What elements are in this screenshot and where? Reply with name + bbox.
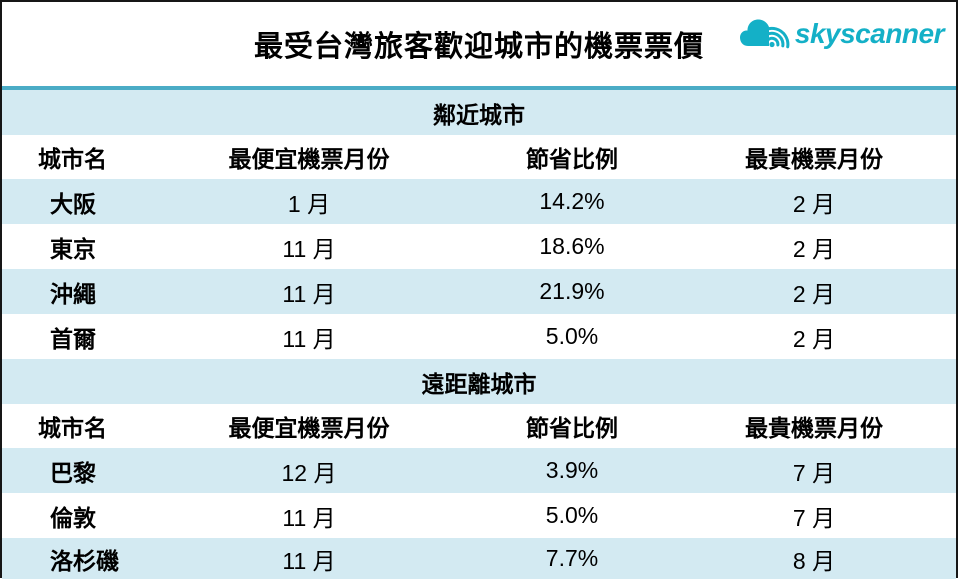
column-header: 最貴機票月份	[745, 146, 883, 172]
skyscanner-logo: skyscanner	[739, 12, 945, 56]
value-cell: 11 月	[282, 504, 336, 531]
fares-table: 鄰近城市 城市名 最便宜機票月份 節省比例 最貴機票月份 大阪 1 月 14.2% 2…	[2, 90, 956, 579]
value-cell: 11 月	[282, 235, 336, 262]
column-header: 節省比例	[526, 415, 618, 441]
table-row: 洛杉磯 11 月 7.7% 8 月	[2, 538, 956, 579]
value-cell: 7.7%	[545, 545, 599, 571]
section-long-distance-cities: 遠距離城市 城市名 最便宜機票月份 節省比例 最貴機票月份 巴黎 12 月 3.9%…	[2, 359, 956, 579]
page-title: 最受台灣旅客歡迎城市的機票票價	[253, 31, 704, 63]
value-cell: 14.2%	[539, 188, 605, 214]
city-cell: 東京	[50, 235, 96, 262]
value-cell: 7 月	[792, 459, 836, 486]
table-row: 倫敦 11 月 5.0% 7 月	[2, 493, 956, 538]
table-row: 沖繩 11 月 21.9% 2 月	[2, 269, 956, 314]
column-header: 最便宜機票月份	[228, 146, 390, 172]
teal-divider	[2, 86, 956, 90]
section-title: 鄰近城市	[2, 90, 956, 135]
column-header: 城市名	[38, 146, 107, 172]
value-cell: 5.0%	[545, 502, 599, 528]
title-bar: 最受台灣旅客歡迎城市的機票票價 skyscanner	[2, 2, 956, 86]
city-cell: 首爾	[50, 325, 96, 352]
skyscanner-wordmark: skyscanner	[794, 18, 945, 49]
section-nearby-cities: 鄰近城市 城市名 最便宜機票月份 節省比例 最貴機票月份 大阪 1 月 14.2% 2…	[2, 90, 956, 359]
column-header: 城市名	[38, 415, 107, 441]
value-cell: 11 月	[282, 547, 336, 574]
column-header-row: 城市名 最便宜機票月份 節省比例 最貴機票月份	[2, 135, 956, 179]
table-row: 首爾 11 月 5.0% 2 月	[2, 314, 956, 359]
value-cell: 2 月	[792, 235, 836, 262]
city-cell: 洛杉磯	[50, 547, 119, 574]
value-cell: 5.0%	[545, 323, 599, 349]
value-cell: 11 月	[282, 280, 336, 307]
value-cell: 3.9%	[545, 457, 599, 483]
value-cell: 2 月	[792, 190, 836, 217]
table-row: 巴黎 12 月 3.9% 7 月	[2, 448, 956, 493]
city-cell: 沖繩	[50, 280, 96, 307]
city-cell: 倫敦	[50, 504, 96, 531]
value-cell: 7 月	[792, 504, 836, 531]
skyscanner-cloud-icon	[739, 15, 791, 53]
city-cell: 大阪	[50, 190, 96, 217]
value-cell: 1 月	[287, 190, 331, 217]
column-header-row: 城市名 最便宜機票月份 節省比例 最貴機票月份	[2, 404, 956, 448]
value-cell: 2 月	[792, 280, 836, 307]
value-cell: 21.9%	[539, 278, 605, 304]
table-row: 東京 11 月 18.6% 2 月	[2, 224, 956, 269]
value-cell: 11 月	[282, 325, 336, 352]
column-header: 節省比例	[526, 146, 618, 172]
value-cell: 18.6%	[539, 233, 605, 259]
value-cell: 8 月	[792, 547, 836, 574]
section-title: 遠距離城市	[2, 359, 956, 404]
value-cell: 12 月	[281, 459, 337, 486]
value-cell: 2 月	[792, 325, 836, 352]
table-row: 大阪 1 月 14.2% 2 月	[2, 179, 956, 224]
city-cell: 巴黎	[50, 459, 96, 486]
column-header: 最便宜機票月份	[228, 415, 390, 441]
column-header: 最貴機票月份	[745, 415, 883, 441]
